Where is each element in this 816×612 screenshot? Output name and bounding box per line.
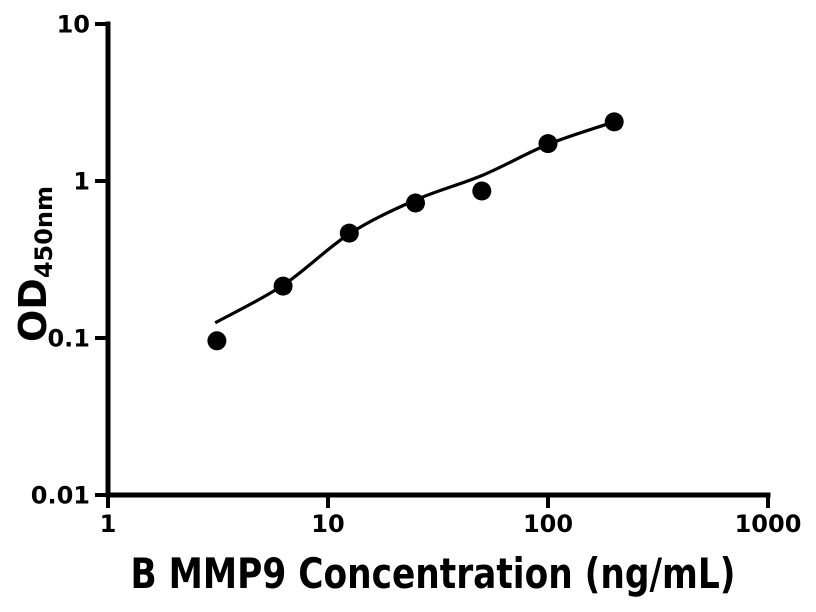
y-axis-title-sub: 450nm — [30, 186, 58, 278]
x-tick-label: 1 — [100, 510, 117, 538]
y-axis-title-main: OD — [11, 278, 55, 342]
data-point — [207, 331, 227, 351]
data-point — [339, 223, 359, 243]
x-axis-title: B MMP9 Concentration (ng/mL) — [131, 549, 736, 598]
axis-spine — [105, 21, 771, 498]
y-tick-label: 10 — [57, 11, 90, 39]
x-tick-label: 1000 — [735, 510, 802, 538]
data-point — [604, 112, 624, 132]
data-point — [406, 193, 425, 213]
data-point — [472, 181, 492, 201]
y-tick-label: 0.01 — [31, 482, 90, 510]
x-tick-label: 100 — [523, 510, 573, 538]
data-point — [538, 134, 558, 154]
y-axis-title: OD450nm — [11, 186, 58, 342]
x-tick-label: 10 — [311, 510, 344, 538]
y-tick-label: 1 — [73, 168, 90, 196]
fit-curve — [214, 120, 615, 325]
y-tick-label: 0.1 — [47, 325, 90, 353]
data-point — [273, 276, 293, 296]
